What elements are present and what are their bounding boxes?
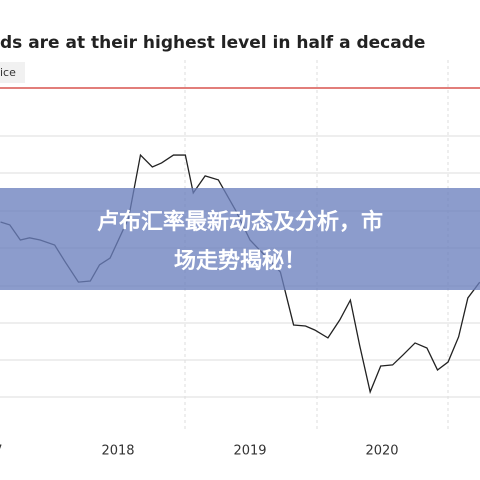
- x-tick-label: 2019: [233, 444, 266, 459]
- x-tick-label: 2020: [365, 444, 398, 459]
- legend-box: [0, 62, 25, 83]
- x-tick-label: 2017: [0, 444, 3, 459]
- banner-text: 场走势揭秘！: [174, 248, 306, 273]
- banner: [0, 188, 480, 290]
- x-tick-label: 2018: [101, 444, 134, 459]
- chart-title: ds are at their highest level in half a …: [0, 33, 425, 53]
- legend-label: ice: [0, 66, 16, 79]
- banner-text: 卢布汇率最新动态及分析，市: [97, 209, 383, 234]
